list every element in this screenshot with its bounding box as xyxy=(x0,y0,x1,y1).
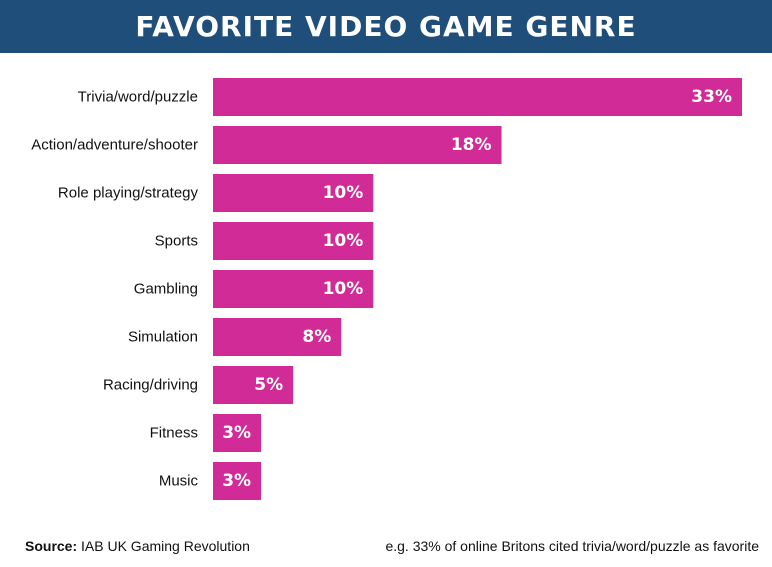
category-label: Action/adventure/shooter xyxy=(31,137,198,154)
bar xyxy=(213,78,742,116)
bar xyxy=(213,126,502,164)
bar xyxy=(213,462,262,500)
bar-value-label: 18% xyxy=(451,135,492,155)
bar-value-label: 33% xyxy=(691,87,732,107)
bar-chart: Trivia/word/puzzle 33% Action/adventure/sh… xyxy=(31,78,742,500)
category-label: Fitness xyxy=(150,425,198,442)
bar xyxy=(213,414,262,452)
category-label: Sports xyxy=(155,233,198,250)
footnote: e.g. 33% of online Britons cited trivia/… xyxy=(385,538,759,554)
category-label: Gambling xyxy=(134,281,198,298)
bar xyxy=(213,174,374,212)
source-text: IAB UK Gaming Revolution xyxy=(81,538,250,554)
category-label: Trivia/word/puzzle xyxy=(78,89,198,106)
bar xyxy=(213,222,374,260)
bar-value-label: 10% xyxy=(323,183,364,203)
bar-value-label: 5% xyxy=(254,375,283,395)
bar xyxy=(213,318,342,356)
bar xyxy=(213,366,294,404)
bar-value-label: 8% xyxy=(302,327,331,347)
source-line: Source: IAB UK Gaming Revolution xyxy=(25,538,250,554)
bar-value-label: 10% xyxy=(323,231,364,251)
category-label: Racing/driving xyxy=(103,377,198,394)
bar-value-label: 3% xyxy=(222,471,251,491)
source-label: Source: xyxy=(25,538,78,554)
chart-header: FAVORITE VIDEO GAME GENRE xyxy=(0,0,772,53)
bar xyxy=(213,270,374,308)
category-label: Role playing/strategy xyxy=(58,185,199,202)
chart-footer: Source: IAB UK Gaming Revolution e.g. 33… xyxy=(0,538,772,558)
bar-value-label: 10% xyxy=(323,279,364,299)
chart-title: FAVORITE VIDEO GAME GENRE xyxy=(135,10,637,43)
category-label: Simulation xyxy=(128,329,198,346)
category-label: Music xyxy=(159,473,199,490)
bar-value-label: 3% xyxy=(222,423,251,443)
